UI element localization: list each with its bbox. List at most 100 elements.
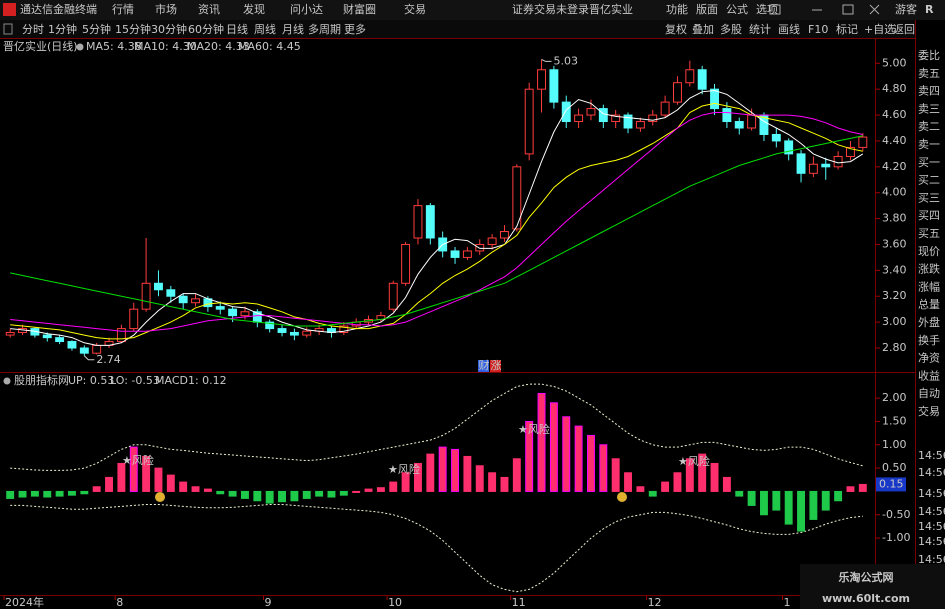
indicator-bar	[55, 490, 64, 497]
window-maximize[interactable]	[842, 4, 854, 15]
menu-item[interactable]: 行情	[112, 3, 134, 16]
time-label: 14:56	[918, 553, 945, 566]
menu-item[interactable]: 市场	[155, 2, 177, 16]
candle-body	[500, 231, 509, 239]
menu-item[interactable]: 资讯	[198, 3, 220, 16]
low-label: 2.74	[96, 353, 121, 366]
toolbar-tool[interactable]: 多股	[720, 22, 742, 36]
menu-tool[interactable]: 功能	[666, 2, 688, 16]
toolbar-tool[interactable]: F10	[808, 23, 828, 36]
toolbar-tool[interactable]: 复权	[665, 22, 687, 36]
quote-label: 卖四	[918, 85, 940, 98]
toolbar-tool[interactable]: 标记	[836, 22, 858, 36]
candle-body	[67, 341, 77, 349]
y-tick-label: 5.00	[882, 56, 907, 69]
period-tab[interactable]: 15分钟	[115, 22, 151, 36]
indicator-bar	[599, 444, 608, 492]
indicator-bar	[191, 486, 200, 492]
y-tick-label: 4.20	[882, 160, 907, 173]
candle-body	[697, 69, 707, 90]
period-tab[interactable]: 60分钟	[188, 22, 224, 36]
indicator-bar	[92, 486, 101, 492]
candle-body	[722, 108, 732, 123]
indicator-bar	[537, 392, 546, 492]
stock-name: 晋亿实业	[589, 2, 633, 16]
period-tab[interactable]: 多周期	[308, 22, 341, 36]
candle-body	[55, 337, 65, 343]
indicator-bar	[414, 462, 422, 492]
toolbar-tool[interactable]: 统计	[749, 23, 771, 36]
time-label: 14:56	[918, 535, 945, 548]
period-tab[interactable]: 更多	[344, 22, 366, 36]
toolbar-tool[interactable]: 返回	[893, 23, 915, 36]
indicator-bar	[364, 488, 373, 492]
candle-body	[537, 69, 546, 90]
indicator-bar	[735, 490, 744, 497]
candle-body	[475, 243, 485, 252]
menu-item[interactable]: 发现	[243, 2, 265, 16]
y-tick-label: 4.80	[882, 82, 907, 95]
y-tick-label: 3.20	[882, 289, 907, 302]
indicator-bar	[43, 490, 52, 498]
legend-icon	[3, 377, 11, 385]
indicator-bar	[438, 446, 447, 492]
time-label: 14:56	[918, 466, 945, 479]
app-name: 通达信金融终端	[20, 2, 97, 16]
money-bag-icon	[617, 492, 627, 502]
indicator-bar	[203, 488, 212, 492]
indicator-bar	[426, 453, 435, 492]
quote-label: 现价	[918, 245, 940, 258]
candle-body	[635, 121, 645, 129]
window-close[interactable]	[869, 4, 880, 15]
x-tick-label: 10	[388, 596, 402, 609]
period-tab[interactable]: 月线	[282, 22, 304, 36]
candle-body	[116, 328, 126, 343]
period-tab[interactable]: 5分钟	[82, 22, 111, 36]
menu-item[interactable]: 财富圈	[343, 2, 376, 16]
candle-body	[289, 331, 299, 336]
indicator-bar	[772, 490, 781, 511]
toolbar-tool[interactable]: 画线	[778, 22, 800, 36]
period-tab[interactable]: 日线	[226, 22, 248, 36]
period-tab[interactable]: 1分钟	[48, 22, 77, 36]
menu-item[interactable]: 问小达	[290, 3, 323, 16]
envelope-line	[10, 383, 863, 471]
period-tab[interactable]: 分时	[22, 23, 44, 36]
y-tick-label: 1.00	[882, 438, 907, 451]
indicator-bar	[562, 416, 571, 492]
toolbar-tool[interactable]: 叠加	[692, 23, 714, 36]
annotation: ★风险	[518, 422, 550, 436]
x-tick-label: 8	[116, 596, 123, 609]
candle-body	[277, 328, 287, 333]
y-tick-label: 3.40	[882, 263, 907, 276]
indicator-bar	[858, 483, 867, 492]
money-bag-icon	[155, 492, 165, 502]
toolbar-tool[interactable]: +自选	[864, 23, 895, 36]
menu-tool[interactable]: 选项	[756, 3, 778, 16]
indicator-bar	[636, 486, 645, 492]
menu-tool[interactable]: 版面	[696, 2, 718, 16]
period-tab[interactable]: 30分钟	[151, 22, 187, 36]
login-notice[interactable]: 证券交易未登录	[512, 2, 589, 16]
indicator-bar	[698, 453, 707, 492]
time-label: 14:56	[918, 520, 945, 533]
indicator-bar	[661, 481, 670, 492]
menu-tool[interactable]: 公式	[726, 3, 748, 16]
indicator-bar	[179, 481, 188, 492]
period-tab[interactable]: 周线	[254, 22, 276, 36]
indicator-bar	[302, 490, 311, 499]
indicator-bar	[154, 467, 163, 492]
indicator-bar	[105, 476, 113, 492]
window-icon[interactable]	[769, 4, 781, 15]
indicator-bar	[18, 490, 27, 498]
indicator-bar	[216, 490, 225, 495]
y-tick-label: 4.60	[882, 108, 907, 121]
quote-label: 买二	[918, 174, 940, 187]
y-tick-label: 1.50	[882, 414, 907, 427]
indicator-bar	[451, 448, 459, 492]
menu-item[interactable]: 交易	[404, 2, 426, 16]
watermark-url: www.60lt.com	[822, 592, 910, 605]
indicator-bar	[389, 481, 398, 492]
user[interactable]: 游客	[895, 2, 917, 16]
time-label: 14:56	[918, 505, 945, 518]
